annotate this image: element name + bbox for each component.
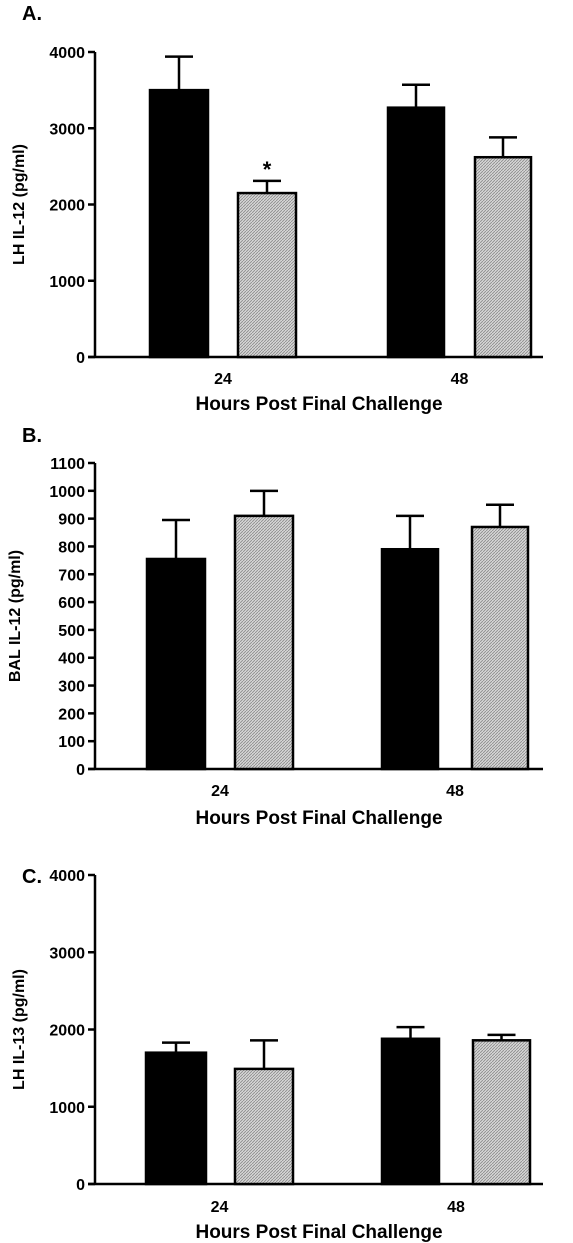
x-tick-label: 24	[211, 1199, 229, 1216]
bar	[473, 155, 533, 359]
y-tick-label: 400	[58, 651, 85, 668]
y-axis-label: BAL IL-12 (pg/ml)	[7, 550, 24, 682]
y-tick-label: 100	[58, 734, 85, 751]
y-tick-label: 1000	[49, 1100, 85, 1117]
bar	[148, 88, 210, 359]
x-axis-label: Hours Post Final Challenge	[195, 1222, 442, 1243]
chart-panel: B. 0 100 200 300 400 500 600 700 800 900 1000 1100 BA…	[7, 425, 543, 829]
panel-label: A.	[22, 3, 42, 25]
significance-marker: *	[263, 157, 272, 182]
panel-label: B.	[22, 425, 42, 447]
x-axis-label: Hours Post Final Challenge	[195, 394, 442, 415]
bar	[144, 1051, 208, 1186]
y-tick-label: 2000	[49, 198, 85, 215]
y-tick-label: 300	[58, 679, 85, 696]
bar	[471, 1039, 532, 1186]
y-tick-label: 500	[58, 623, 85, 640]
bar	[233, 514, 295, 771]
bar	[236, 191, 298, 359]
y-tick-label: 3000	[49, 121, 85, 138]
bar	[470, 525, 530, 771]
bar	[380, 1037, 441, 1186]
chart-panel: A. 0 1000 2000 3000 4000 LH IL-12 (pg/ml) 24 48 *…	[11, 3, 543, 415]
y-tick-label: 800	[58, 539, 85, 556]
y-tick-label: 3000	[49, 945, 85, 962]
bar	[233, 1067, 295, 1186]
y-tick-label: 700	[58, 567, 85, 584]
x-tick-label: 24	[214, 371, 232, 388]
y-tick-label: 1000	[49, 274, 85, 291]
x-tick-label: 48	[451, 371, 469, 388]
bar	[380, 547, 440, 771]
x-axis-label: Hours Post Final Challenge	[195, 808, 442, 829]
y-axis-label: LH IL-13 (pg/ml)	[11, 969, 28, 1090]
chart-panel: C. 0 1000 2000 3000 4000 LH IL-13 (pg/ml) 24 48 H…	[11, 866, 543, 1243]
y-tick-label: 1000	[49, 484, 85, 501]
y-axis-label: LH IL-12 (pg/ml)	[11, 144, 28, 265]
y-tick-label: 2000	[49, 1023, 85, 1040]
y-tick-label: 4000	[49, 45, 85, 62]
y-tick-label: 200	[58, 706, 85, 723]
y-tick-label: 600	[58, 595, 85, 612]
x-tick-label: 24	[211, 783, 229, 800]
panel-label: C.	[22, 866, 42, 888]
x-tick-label: 48	[446, 783, 464, 800]
bar	[145, 557, 207, 771]
y-tick-label: 900	[58, 512, 85, 529]
y-tick-label: 4000	[49, 868, 85, 885]
y-tick-label: 0	[76, 762, 85, 779]
y-tick-label: 0	[76, 350, 85, 367]
x-tick-label: 48	[447, 1199, 465, 1216]
y-tick-label: 1100	[50, 456, 85, 473]
y-tick-label: 0	[76, 1177, 85, 1194]
bar	[386, 106, 446, 359]
